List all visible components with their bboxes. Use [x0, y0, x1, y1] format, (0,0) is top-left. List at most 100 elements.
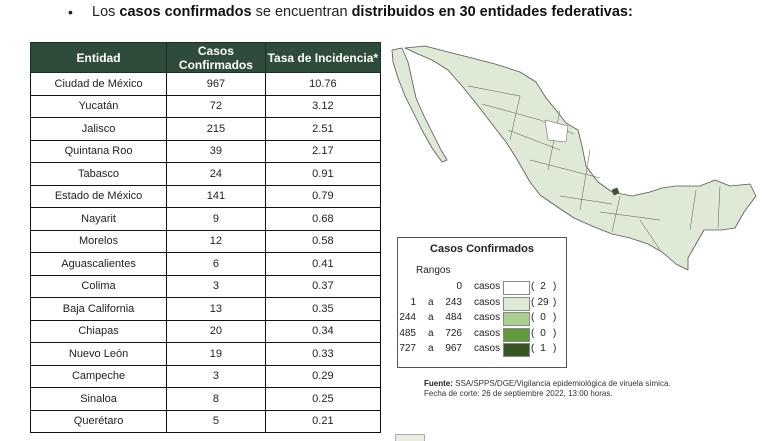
- cell-tasa: 0.91: [264, 162, 382, 186]
- legend-paren-close: ): [553, 281, 557, 292]
- cell-casos: 967: [166, 72, 266, 96]
- bullet: •: [68, 4, 73, 20]
- legend-swatch: [503, 343, 530, 357]
- map-white-state: [544, 119, 569, 143]
- cell-tasa: 0.21: [264, 409, 382, 433]
- legend-range-high: 0: [456, 281, 462, 292]
- cell-casos: 3: [166, 274, 266, 298]
- table-row: Querétaro 5 0.21: [29, 409, 382, 433]
- cell-entidad: Tabasco: [29, 162, 168, 186]
- cell-entidad: Baja California: [29, 297, 168, 321]
- cases-table: Entidad Casos Confirmados Tasa de Incide…: [29, 42, 382, 433]
- legend-count: 2: [540, 281, 546, 292]
- table-row: Tabasco 24 0.91: [29, 162, 382, 186]
- legend-subtitle: Rangos: [416, 265, 451, 276]
- cell-entidad: Nuevo León: [29, 342, 168, 366]
- cell-entidad: Campeche: [29, 364, 168, 388]
- cell-casos: 39: [166, 139, 266, 163]
- legend-count: 1: [540, 343, 546, 354]
- cell-casos: 13: [166, 297, 266, 321]
- table-row: Ciudad de México 967 10.76: [29, 72, 382, 96]
- cell-casos: 3: [166, 364, 266, 388]
- cell-tasa: 0.37: [264, 274, 382, 298]
- legend-swatch: [503, 327, 530, 342]
- cell-entidad: Jalisco: [29, 117, 168, 141]
- legend-range-low: 1: [410, 296, 416, 308]
- legend-paren-open: (: [531, 312, 535, 323]
- cell-tasa: 0.41: [264, 252, 382, 276]
- cell-tasa: 0.35: [264, 297, 382, 321]
- cell-tasa: 2.51: [264, 117, 382, 141]
- map-legend: Casos Confirmados Rangos 0 casos(2) 1 a 243 c…: [397, 237, 567, 368]
- cell-casos: 5: [166, 409, 266, 433]
- header-tasa: Tasa de Incidencia*: [264, 42, 382, 73]
- cell-tasa: 0.33: [264, 342, 382, 366]
- cell-entidad: Morelos: [29, 229, 168, 253]
- legend-row: 1 a 243 casos (29): [398, 296, 566, 311]
- legend-swatch: [503, 312, 530, 326]
- cell-casos: 9: [166, 207, 266, 231]
- cell-casos: 6: [166, 252, 266, 276]
- table-row: Nayarit 9 0.68: [29, 207, 382, 231]
- cell-tasa: 10.76: [264, 72, 382, 96]
- table-header-row: Entidad Casos Confirmados Tasa de Incide…: [29, 42, 382, 73]
- mexico-map: [391, 45, 757, 271]
- source-note: Fuente: SSA/SPPS/DGE/Vigilancia epidemio…: [424, 379, 671, 399]
- legend-range-low: 244: [399, 312, 416, 323]
- cell-entidad: Yucatán: [29, 94, 168, 118]
- table-row: Aguascalientes 6 0.41: [29, 252, 382, 276]
- table-row: Morelos 12 0.58: [29, 229, 382, 253]
- cell-casos: 72: [166, 94, 266, 118]
- legend-range-high: 243: [445, 296, 462, 308]
- legend-range-unit: casos: [474, 343, 501, 354]
- cell-tasa: 0.58: [264, 229, 382, 253]
- cell-entidad: Estado de México: [29, 184, 168, 208]
- legend-count: 0: [540, 327, 546, 339]
- table-row: Estado de México 141 0.79: [29, 184, 382, 208]
- cell-entidad: Aguascalientes: [29, 252, 168, 276]
- table-row: Yucatán 72 3.12: [29, 94, 382, 118]
- legend-range-sep: a: [428, 327, 434, 339]
- table-row: Jalisco 215 2.51: [29, 117, 382, 141]
- legend-paren-close: ): [553, 312, 557, 323]
- cell-tasa: 3.12: [264, 94, 382, 118]
- table-row: Sinaloa 8 0.25: [29, 387, 382, 411]
- map-cdmx: [611, 187, 620, 196]
- cell-entidad: Colima: [29, 274, 168, 298]
- table-row: Colima 3 0.37: [29, 274, 382, 298]
- legend-row: 727 a 967 casos (1): [398, 342, 566, 357]
- cell-entidad: Ciudad de México: [29, 72, 168, 96]
- legend-range-unit: casos: [474, 312, 501, 323]
- legend-range-sep: a: [428, 296, 434, 308]
- cell-casos: 24: [166, 162, 266, 186]
- legend-range-high: 484: [445, 312, 462, 323]
- table-row: Chiapas 20 0.34: [29, 319, 382, 343]
- legend-range-unit: casos: [474, 296, 501, 308]
- headline-text: Los casos confirmados se encuentran dist…: [92, 4, 633, 20]
- map-baja-peninsula: [391, 47, 448, 163]
- cell-casos: 215: [166, 117, 266, 141]
- legend-range-low: 727: [399, 343, 416, 354]
- cutoff-date: Fecha de corte: 26 de septiembre 2022, 1…: [424, 389, 613, 398]
- cell-casos: 12: [166, 229, 266, 253]
- legend-swatch: [503, 296, 530, 311]
- table-row: Quintana Roo 39 2.17: [29, 139, 382, 163]
- legend-paren-close: ): [553, 343, 557, 354]
- cell-entidad: Nayarit: [29, 207, 168, 231]
- legend-range-high: 967: [445, 343, 462, 354]
- cell-tasa: 0.79: [264, 184, 382, 208]
- legend-row: 485 a 726 casos (0): [398, 327, 566, 342]
- header-casos: Casos Confirmados: [166, 42, 266, 73]
- legend-paren-open: (: [531, 327, 535, 339]
- legend-title: Casos Confirmados: [430, 243, 534, 255]
- cell-casos: 19: [166, 342, 266, 366]
- source-text: SSA/SPPS/DGE/Vigilancia epidemiológica d…: [452, 379, 671, 388]
- partial-legend-box: [395, 434, 425, 441]
- cell-entidad: Quintana Roo: [29, 139, 168, 163]
- legend-paren-open: (: [531, 343, 535, 354]
- cell-tasa: 0.29: [264, 364, 382, 388]
- legend-range-sep: a: [428, 343, 434, 354]
- legend-range-low: 485: [399, 327, 416, 339]
- table-row: Campeche 3 0.29: [29, 364, 382, 388]
- legend-row: 244 a 484 casos (0): [398, 311, 566, 326]
